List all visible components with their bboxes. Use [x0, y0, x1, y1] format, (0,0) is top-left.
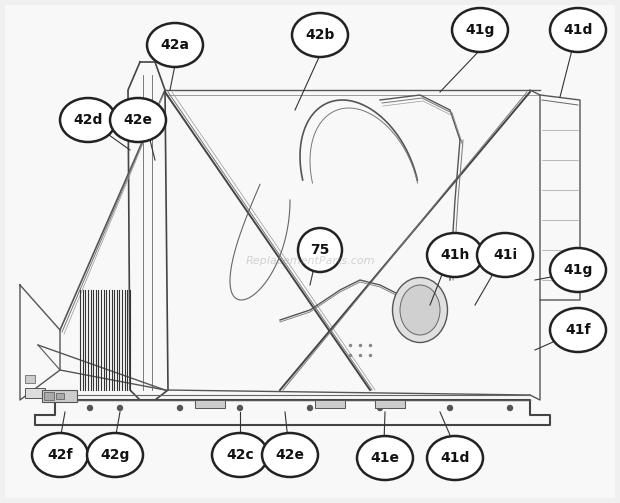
- Text: 42c: 42c: [226, 448, 254, 462]
- Circle shape: [237, 405, 242, 410]
- Text: 42d: 42d: [73, 113, 103, 127]
- Bar: [195, 400, 225, 408]
- Ellipse shape: [357, 436, 413, 480]
- Ellipse shape: [110, 98, 166, 142]
- Text: 75: 75: [311, 243, 330, 257]
- Ellipse shape: [477, 233, 533, 277]
- Ellipse shape: [60, 98, 116, 142]
- Circle shape: [118, 405, 123, 410]
- Text: 41g: 41g: [466, 23, 495, 37]
- Ellipse shape: [427, 233, 483, 277]
- Ellipse shape: [262, 433, 318, 477]
- Bar: [56, 393, 64, 399]
- Ellipse shape: [147, 23, 203, 67]
- Text: 41g: 41g: [564, 263, 593, 277]
- Text: 41f: 41f: [565, 323, 591, 337]
- Text: 42a: 42a: [161, 38, 190, 52]
- Bar: [44, 392, 54, 400]
- Ellipse shape: [550, 8, 606, 52]
- Bar: [315, 400, 345, 408]
- Text: 42f: 42f: [47, 448, 73, 462]
- Ellipse shape: [292, 13, 348, 57]
- Text: ReplacementParts.com: ReplacementParts.com: [246, 257, 374, 267]
- Circle shape: [448, 405, 453, 410]
- Ellipse shape: [452, 8, 508, 52]
- Bar: [375, 400, 405, 408]
- Text: 41d: 41d: [564, 23, 593, 37]
- Ellipse shape: [212, 433, 268, 477]
- Text: 42e: 42e: [275, 448, 304, 462]
- Bar: [25, 388, 45, 398]
- Text: 41i: 41i: [493, 248, 517, 262]
- Text: 42b: 42b: [305, 28, 335, 42]
- Circle shape: [378, 405, 383, 410]
- Text: 41d: 41d: [440, 451, 470, 465]
- Circle shape: [308, 405, 312, 410]
- Ellipse shape: [32, 433, 88, 477]
- Ellipse shape: [400, 285, 440, 335]
- Text: 42e: 42e: [123, 113, 153, 127]
- Circle shape: [508, 405, 513, 410]
- Circle shape: [177, 405, 182, 410]
- Ellipse shape: [392, 278, 448, 343]
- Ellipse shape: [427, 436, 483, 480]
- Bar: [25, 375, 35, 383]
- Ellipse shape: [87, 433, 143, 477]
- Text: 41h: 41h: [440, 248, 470, 262]
- Text: 41e: 41e: [371, 451, 399, 465]
- Ellipse shape: [298, 228, 342, 272]
- Ellipse shape: [550, 248, 606, 292]
- Text: 42g: 42g: [100, 448, 130, 462]
- Circle shape: [87, 405, 92, 410]
- Bar: [42, 390, 77, 402]
- Ellipse shape: [550, 308, 606, 352]
